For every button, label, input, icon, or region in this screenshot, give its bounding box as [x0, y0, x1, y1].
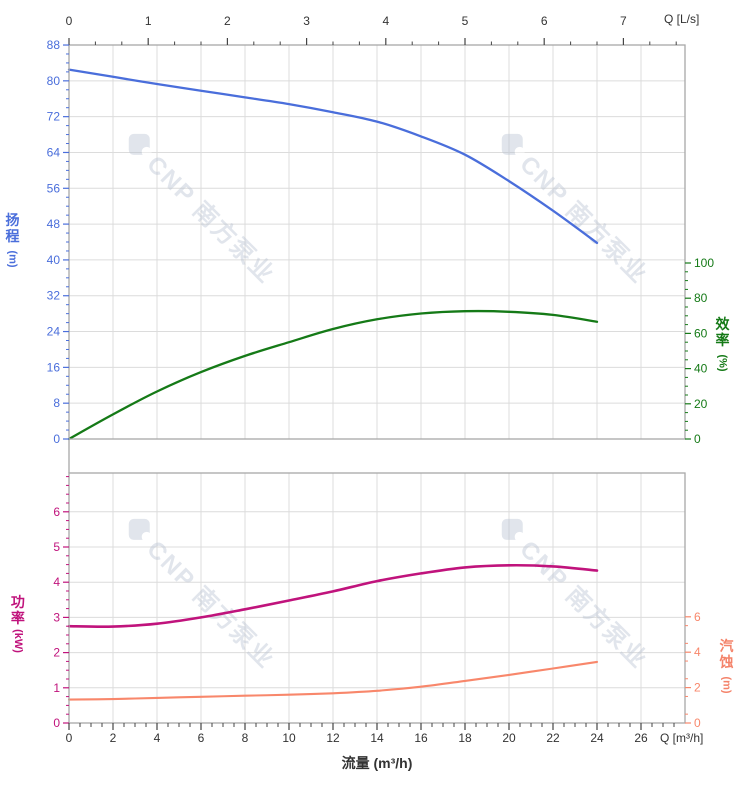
svg-text:0: 0 — [53, 716, 60, 730]
power-curve — [67, 563, 599, 629]
head-axis: 0 8 16 24 32 40 48 56 64 72 80 88 — [47, 38, 69, 446]
cnp-watermark: CNP 南方泵业 — [501, 133, 654, 289]
svg-text:10: 10 — [282, 731, 296, 745]
npsh-axis-title: 汽蚀 (m) — [718, 638, 735, 694]
efficiency-axis-title: 效率 (%) — [714, 316, 731, 372]
power-axis-unit: (kW) — [11, 629, 24, 654]
svg-text:16: 16 — [47, 360, 61, 374]
svg-text:0: 0 — [66, 731, 73, 745]
svg-text:40: 40 — [47, 253, 61, 267]
svg-text:3: 3 — [53, 610, 60, 624]
svg-text:24: 24 — [47, 325, 61, 339]
gridlines — [69, 45, 685, 723]
npsh-curve — [67, 660, 599, 701]
svg-text:2: 2 — [694, 681, 701, 695]
head-axis-title: 扬程 (m) — [4, 212, 21, 268]
svg-text:4: 4 — [382, 14, 389, 28]
power-axis-title-text: 功率 — [10, 594, 25, 626]
svg-text:3: 3 — [303, 14, 310, 28]
svg-text:80: 80 — [47, 74, 61, 88]
bottom-axis-unit-label: Q [m³/h] — [660, 731, 704, 745]
efficiency-axis-title-text: 效率 — [715, 316, 730, 348]
svg-text:6: 6 — [694, 610, 701, 624]
top-x-axis: 0 1 2 3 4 5 6 7 — [66, 14, 677, 45]
cnp-watermark: CNP 南方泵业 — [128, 518, 281, 674]
svg-text:8: 8 — [242, 731, 249, 745]
svg-text:14: 14 — [370, 731, 384, 745]
head-axis-unit: (m) — [6, 250, 19, 268]
efficiency-axis-unit: (%) — [716, 354, 729, 372]
npsh-axis-unit: (m) — [720, 676, 733, 694]
svg-text:100: 100 — [694, 256, 714, 270]
watermark-text: CNP 南方泵业 — [514, 535, 653, 674]
watermark-text: CNP 南方泵业 — [141, 150, 280, 289]
svg-text:0: 0 — [694, 716, 701, 730]
curves — [67, 68, 599, 701]
svg-text:4: 4 — [154, 731, 161, 745]
svg-text:32: 32 — [47, 289, 61, 303]
svg-text:16: 16 — [414, 731, 428, 745]
power-axis-title: 功率 (kW) — [6, 594, 30, 653]
cnp-watermark: CNP 南方泵业 — [501, 518, 654, 674]
svg-text:2: 2 — [110, 731, 117, 745]
bottom-x-axis: 0 2 4 6 8 10 12 14 16 18 20 22 24 26 — [66, 723, 675, 745]
svg-text:26: 26 — [634, 731, 648, 745]
npsh-axis-title-text: 汽蚀 — [719, 638, 734, 670]
watermark-text: CNP 南方泵业 — [141, 535, 280, 674]
efficiency-curve — [67, 309, 599, 441]
svg-text:18: 18 — [458, 731, 472, 745]
svg-text:12: 12 — [326, 731, 340, 745]
svg-text:0: 0 — [694, 432, 701, 446]
svg-text:6: 6 — [53, 505, 60, 519]
svg-text:20: 20 — [694, 397, 708, 411]
watermark-layer: CNP 南方泵业 CNP 南方泵业 CNP 南方泵业 CNP 南方泵业 — [128, 133, 654, 674]
efficiency-axis: 0 20 40 60 80 100 — [685, 256, 714, 446]
npsh-axis: 0 2 4 6 — [685, 610, 701, 730]
svg-text:48: 48 — [47, 217, 61, 231]
cnp-watermark: CNP 南方泵业 — [128, 133, 281, 289]
head-curve — [67, 68, 599, 245]
svg-text:4: 4 — [53, 575, 60, 589]
watermark-text: CNP 南方泵业 — [514, 150, 653, 289]
svg-text:2: 2 — [53, 646, 60, 660]
svg-text:22: 22 — [546, 731, 560, 745]
power-axis: 0 1 2 3 4 5 6 — [53, 476, 69, 730]
svg-text:0: 0 — [66, 14, 73, 28]
svg-text:6: 6 — [198, 731, 205, 745]
svg-text:20: 20 — [502, 731, 516, 745]
svg-text:56: 56 — [47, 181, 61, 195]
svg-text:7: 7 — [620, 14, 627, 28]
svg-text:24: 24 — [590, 731, 604, 745]
svg-text:6: 6 — [541, 14, 548, 28]
svg-text:5: 5 — [53, 540, 60, 554]
svg-text:60: 60 — [694, 326, 708, 340]
svg-text:40: 40 — [694, 362, 708, 376]
svg-text:8: 8 — [53, 396, 60, 410]
svg-text:5: 5 — [462, 14, 469, 28]
svg-text:80: 80 — [694, 291, 708, 305]
svg-text:72: 72 — [47, 110, 61, 124]
svg-text:4: 4 — [694, 645, 701, 659]
svg-text:64: 64 — [47, 145, 61, 159]
x-axis-title: 流量 (m³/h) — [341, 755, 413, 771]
head-axis-title-text: 扬程 — [5, 212, 20, 244]
svg-text:1: 1 — [53, 681, 60, 695]
svg-text:0: 0 — [53, 432, 60, 446]
svg-text:2: 2 — [224, 14, 231, 28]
top-axis-unit-label: Q [L/s] — [664, 12, 700, 26]
svg-text:1: 1 — [145, 14, 152, 28]
svg-text:88: 88 — [47, 38, 61, 52]
